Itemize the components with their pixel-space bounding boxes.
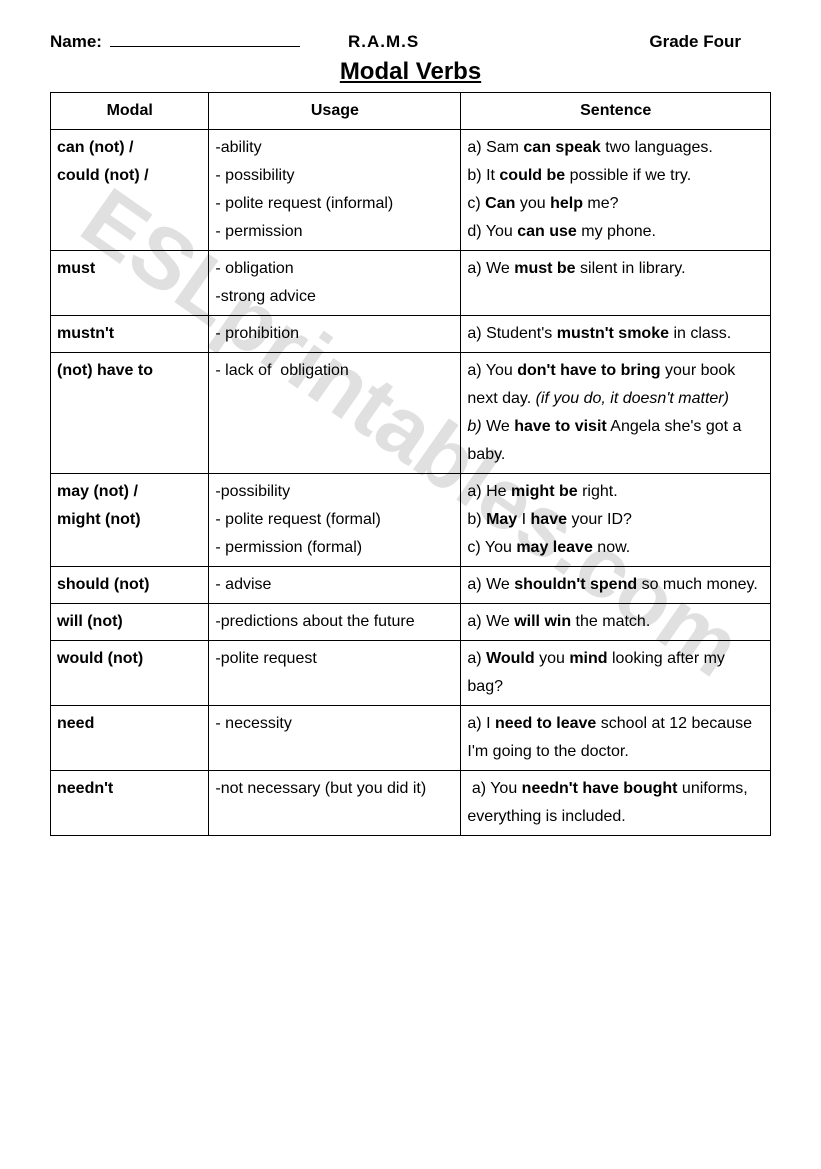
cell-modal: mustn't [51,316,209,353]
cell-usage: -ability- possibility- polite request (i… [209,130,461,251]
cell-usage: -polite request [209,641,461,706]
cell-sentence: a) You don't have to bring your book nex… [461,353,771,474]
cell-modal: must [51,251,209,316]
col-header-usage: Usage [209,93,461,130]
table-row: will (not)-predictions about the futurea… [51,604,771,641]
cell-usage: - prohibition [209,316,461,353]
table-row: (not) have to- lack of obligationa) You … [51,353,771,474]
cell-sentence: a) You needn't have bought uniforms, eve… [461,771,771,836]
table-row: need- necessitya) I need to leave school… [51,706,771,771]
cell-usage: -possibility- polite request (formal)- p… [209,474,461,567]
name-label: Name: [50,32,102,52]
worksheet-content: Name: R.A.M.S Grade Four Modal Verbs Mod… [50,30,771,836]
cell-modal: need [51,706,209,771]
cell-modal: should (not) [51,567,209,604]
table-header-row: Modal Usage Sentence [51,93,771,130]
cell-modal: needn't [51,771,209,836]
cell-modal: would (not) [51,641,209,706]
cell-sentence: a) Would you mind looking after my bag? [461,641,771,706]
table-row: may (not) /might (not)-possibility- poli… [51,474,771,567]
cell-sentence: a) He might be right.b) May I have your … [461,474,771,567]
cell-modal: can (not) /could (not) / [51,130,209,251]
school-label: R.A.M.S [348,32,419,52]
table-row: can (not) /could (not) /-ability- possib… [51,130,771,251]
cell-usage: -not necessary (but you did it) [209,771,461,836]
cell-usage: - lack of obligation [209,353,461,474]
name-blank-line[interactable] [110,30,300,47]
cell-modal: (not) have to [51,353,209,474]
cell-sentence: a) We must be silent in library. [461,251,771,316]
cell-usage: - advise [209,567,461,604]
cell-usage: - obligation-strong advice [209,251,461,316]
cell-usage: -predictions about the future [209,604,461,641]
table-row: should (not)- advisea) We shouldn't spen… [51,567,771,604]
cell-sentence: a) I need to leave school at 12 because … [461,706,771,771]
cell-sentence: a) Sam can speak two languages.b) It cou… [461,130,771,251]
table-row: would (not)-polite requesta) Would you m… [51,641,771,706]
header-row: Name: R.A.M.S Grade Four [50,30,771,52]
cell-modal: will (not) [51,604,209,641]
table-row: mustn't- prohibitiona) Student's mustn't… [51,316,771,353]
page-title: Modal Verbs [50,58,771,86]
cell-usage: - necessity [209,706,461,771]
modal-verbs-table: Modal Usage Sentence can (not) /could (n… [50,92,771,836]
cell-sentence: a) We shouldn't spend so much money. [461,567,771,604]
table-row: must- obligation-strong advicea) We must… [51,251,771,316]
cell-modal: may (not) /might (not) [51,474,209,567]
col-header-modal: Modal [51,93,209,130]
grade-label: Grade Four [649,32,741,52]
cell-sentence: a) Student's mustn't smoke in class. [461,316,771,353]
table-row: needn't-not necessary (but you did it) a… [51,771,771,836]
cell-sentence: a) We will win the match. [461,604,771,641]
col-header-sentence: Sentence [461,93,771,130]
